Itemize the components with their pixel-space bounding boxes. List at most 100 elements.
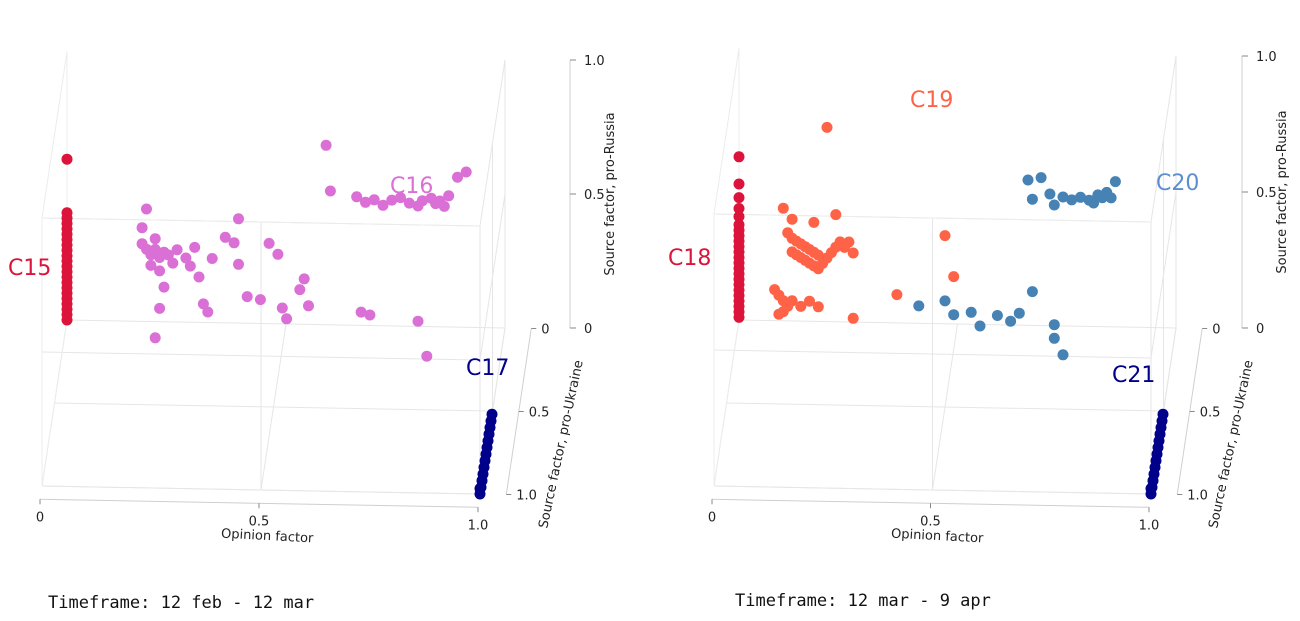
- y-axis-label: Source factor, pro-Ukraine: [536, 359, 586, 530]
- data-point: [812, 301, 824, 313]
- data-point: [368, 194, 380, 206]
- x-tick-label: 0: [36, 510, 44, 525]
- series-C19: [769, 121, 960, 324]
- data-point: [154, 302, 166, 314]
- series-C17: [474, 408, 498, 500]
- box-edge: [713, 213, 1152, 223]
- grid-line: [726, 402, 1164, 412]
- y-axis-label: Source factor, pro-Ukraine: [1206, 359, 1256, 530]
- data-point: [197, 298, 209, 310]
- data-point: [149, 243, 161, 255]
- data-point: [189, 241, 201, 253]
- data-point: [773, 308, 785, 320]
- cluster-label-C16: C16: [390, 174, 433, 199]
- data-point: [412, 315, 424, 327]
- data-point: [804, 295, 815, 307]
- data-point: [180, 252, 192, 264]
- series-C21: [1145, 408, 1169, 500]
- cluster-label-C21: C21: [1112, 363, 1155, 388]
- x-tick-label: 0: [708, 510, 716, 525]
- data-point: [1057, 191, 1069, 203]
- data-point: [486, 408, 498, 420]
- data-point: [891, 289, 903, 301]
- y-tick-label: 0: [541, 322, 549, 337]
- data-point: [1048, 199, 1060, 211]
- cluster-label-C19: C19: [910, 88, 953, 113]
- data-point: [162, 249, 174, 261]
- data-point: [1022, 174, 1034, 186]
- data-point: [1005, 315, 1017, 327]
- timeframe-caption-left: Timeframe: 12 feb - 12 mar: [48, 593, 315, 613]
- data-points: [733, 121, 1169, 500]
- data-point: [1048, 332, 1060, 344]
- data-point: [1035, 172, 1047, 184]
- data-points: [61, 139, 498, 500]
- data-point: [324, 185, 336, 197]
- data-point: [843, 236, 855, 248]
- data-point: [452, 171, 463, 183]
- data-point: [733, 178, 745, 190]
- data-point: [1157, 408, 1169, 420]
- scatter3d-chart-left: 0 0.5 1.0 0 0.5 1.0 0 0.5 1.0 Opinion factor Sourc…: [8, 51, 618, 547]
- box-edge: [713, 47, 740, 215]
- data-point: [786, 295, 798, 307]
- data-point: [149, 233, 161, 245]
- grid-line: [479, 193, 506, 361]
- data-point: [812, 249, 824, 261]
- data-point: [733, 203, 745, 214]
- data-point: [939, 295, 951, 307]
- timeframe-caption-right: Timeframe: 12 mar - 9 apr: [735, 591, 991, 611]
- z-tick-label: 0.5: [1256, 186, 1277, 201]
- cluster-label-C17: C17: [466, 356, 509, 381]
- box-edge: [41, 319, 68, 487]
- data-point: [254, 294, 266, 306]
- data-point: [320, 139, 332, 151]
- grid-line: [41, 485, 481, 495]
- z-tick-label: 0.5: [584, 188, 605, 203]
- grid-line: [713, 485, 1152, 495]
- data-point: [167, 257, 179, 269]
- grid-line: [1150, 55, 1177, 223]
- data-point: [847, 247, 859, 259]
- y-tick-label: 0.5: [1200, 405, 1221, 420]
- grid-line: [713, 349, 1152, 359]
- z-tick-label: 0: [1256, 322, 1264, 337]
- x-tick-label: 0.5: [920, 514, 941, 529]
- data-point: [416, 195, 428, 207]
- x-tick-label: 1.0: [1139, 518, 1160, 533]
- data-point: [149, 332, 161, 344]
- data-point: [1088, 197, 1100, 209]
- data-point: [777, 202, 789, 214]
- series-C18: [733, 151, 745, 323]
- grid-line: [1150, 191, 1177, 359]
- data-point: [948, 309, 960, 321]
- x-axis-label: Opinion factor: [221, 527, 315, 547]
- x-tick-label: 1.0: [468, 518, 489, 533]
- x-axis-label: Opinion factor: [891, 527, 985, 547]
- data-point: [386, 194, 398, 206]
- data-point: [733, 192, 745, 204]
- data-point: [1044, 188, 1056, 200]
- data-point: [830, 209, 842, 221]
- y-tick-label: 0: [1212, 322, 1220, 337]
- data-point: [808, 216, 820, 228]
- grid-line: [54, 402, 493, 412]
- data-point: [443, 190, 455, 202]
- data-point: [395, 192, 406, 204]
- x-tick-label: 0.5: [249, 514, 270, 529]
- y-tick-label: 1.0: [1187, 488, 1208, 503]
- data-point: [228, 237, 240, 249]
- data-point: [1013, 307, 1025, 319]
- data-point: [733, 311, 745, 323]
- data-point: [145, 259, 157, 271]
- data-point: [939, 230, 951, 242]
- data-point: [1048, 319, 1060, 331]
- data-point: [136, 222, 148, 234]
- data-point: [991, 310, 1003, 321]
- data-point: [795, 300, 807, 312]
- cluster-label-C18: C18: [668, 246, 711, 271]
- data-point: [786, 213, 798, 225]
- z-axis-label: Source factor, pro-Russia: [603, 112, 618, 275]
- data-point: [1057, 349, 1069, 361]
- box-edge: [41, 217, 481, 227]
